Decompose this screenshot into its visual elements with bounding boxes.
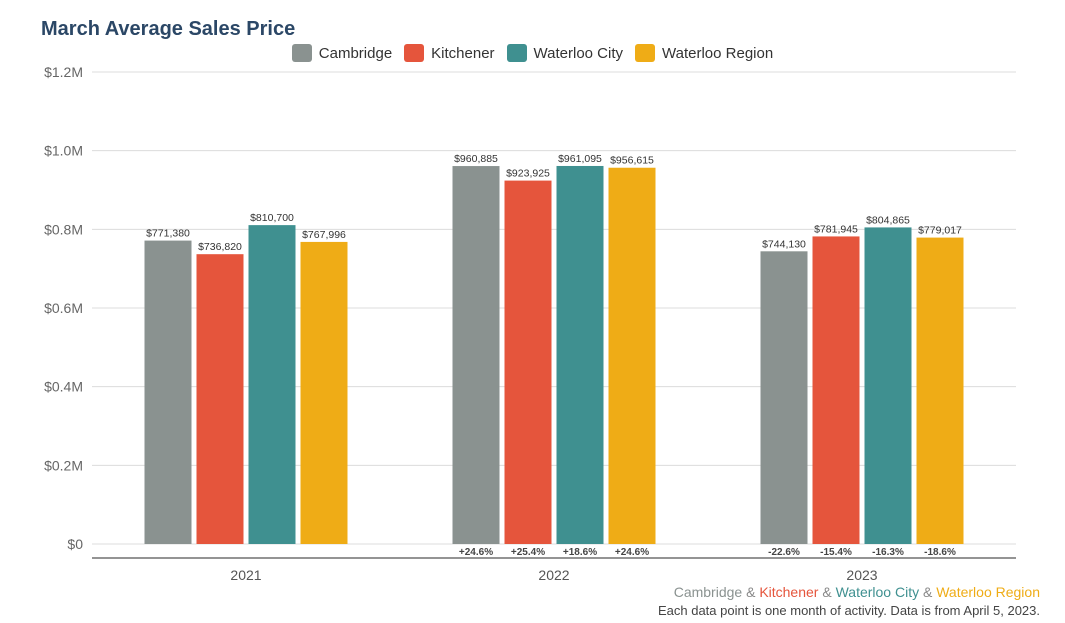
bar-value-label: $960,885	[454, 153, 498, 165]
footer-part: Waterloo City	[835, 584, 920, 600]
legend-swatch	[291, 44, 312, 62]
bar	[608, 167, 656, 544]
footer-part: Cambridge	[673, 584, 743, 600]
legend-item-waterloo-region[interactable]: Waterloo Region	[635, 44, 773, 62]
y-tick-label: $1.2M	[44, 64, 83, 80]
bar-change-label: +18.6%	[563, 547, 597, 558]
footer-part: Kitchener	[759, 584, 819, 600]
bar-value-label: $961,095	[558, 153, 602, 165]
bar-change-label: -16.3%	[872, 547, 904, 558]
bar-change-label: -18.6%	[924, 547, 956, 558]
bar-value-label: $767,996	[302, 229, 346, 241]
bar-value-label: $956,615	[610, 155, 654, 167]
bar-change-label: +24.6%	[615, 547, 649, 558]
bar-change-label: -22.6%	[768, 547, 800, 558]
legend-label: Kitchener	[431, 44, 495, 62]
bar-value-label: $810,700	[250, 212, 294, 224]
legend-item-kitchener[interactable]: Kitchener	[404, 44, 495, 62]
legend-item-cambridge[interactable]: Cambridge	[291, 44, 393, 62]
legend-item-waterloo-city[interactable]: Waterloo City	[506, 44, 624, 62]
bar	[504, 180, 552, 545]
x-tick-label: 2023	[846, 567, 877, 583]
footer-part: &	[818, 584, 836, 600]
bar-change-label: +25.4%	[511, 547, 545, 558]
y-tick-label: $0	[67, 536, 83, 552]
y-tick-label: $0.4M	[44, 379, 83, 395]
legend-label: Waterloo City	[533, 44, 624, 62]
legend-label: Waterloo Region	[662, 44, 774, 62]
y-tick-label: $1.0M	[44, 143, 83, 159]
bar	[196, 254, 244, 544]
bar	[248, 225, 296, 544]
footer-series-credit: Cambridge & Kitchener & Waterloo City & …	[674, 584, 1040, 600]
footer-part: &	[919, 584, 937, 600]
bar-value-label: $804,865	[866, 214, 910, 226]
y-tick-label: $0.8M	[44, 221, 83, 237]
bar	[300, 241, 348, 544]
legend-swatch	[404, 44, 425, 62]
bar-value-label: $744,130	[762, 238, 806, 250]
y-tick-label: $0.6M	[44, 300, 83, 316]
bar	[812, 236, 860, 544]
bar	[556, 165, 604, 544]
legend: Cambridge Kitchener Waterloo City Waterloo …	[0, 44, 1065, 62]
bar-change-label: +24.6%	[459, 547, 493, 558]
legend-label: Cambridge	[318, 44, 393, 62]
legend-swatch	[635, 44, 656, 62]
footer-part: &	[742, 584, 760, 600]
footer-note: Each data point is one month of activity…	[657, 603, 1040, 618]
footer-part: Waterloo Region	[936, 584, 1040, 600]
y-tick-label: $0.2M	[44, 457, 83, 473]
chart-title: March Average Sales Price	[41, 18, 296, 40]
x-tick-label: 2021	[230, 567, 261, 583]
bar	[452, 166, 500, 545]
bar-value-label: $771,380	[146, 228, 190, 240]
bar-value-label: $923,925	[506, 168, 550, 180]
bar-change-label: -15.4%	[820, 547, 852, 558]
bar	[864, 227, 912, 544]
bar-value-label: $779,017	[918, 225, 962, 237]
bar	[916, 237, 964, 544]
bar	[144, 240, 192, 545]
bar	[760, 251, 808, 544]
x-tick-label: 2022	[538, 567, 569, 583]
bar-value-label: $781,945	[814, 223, 858, 235]
legend-swatch	[506, 44, 527, 62]
bar-value-label: $736,820	[198, 241, 242, 253]
